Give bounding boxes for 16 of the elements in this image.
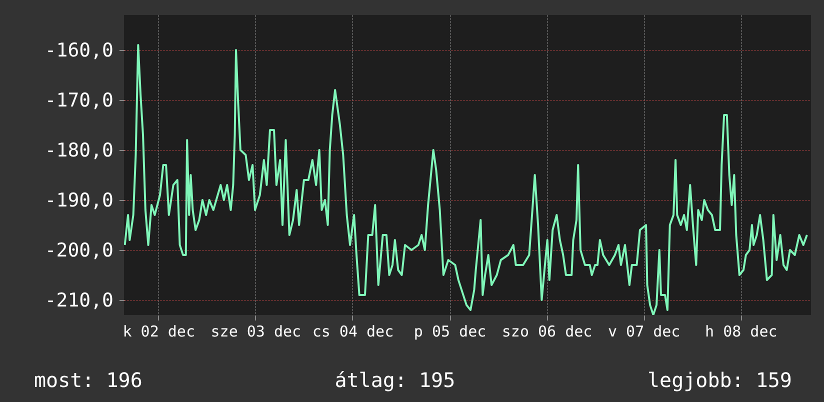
x-tick-label: h 08 dec: [705, 322, 778, 340]
y-tick-label: -210,0: [44, 290, 114, 312]
y-tick-label: -170,0: [44, 90, 114, 112]
y-tick-label: -180,0: [44, 140, 114, 162]
text: átlag: 195: [334, 368, 456, 392]
x-tick-label: cs 04 dec: [312, 322, 394, 340]
x-tick-label: szo 06 dec: [502, 322, 592, 340]
text: most: 196: [34, 368, 142, 392]
y-tick-label: -200,0: [44, 240, 114, 262]
y-tick-label: -160,0: [44, 40, 114, 62]
x-tick-label: v 07 dec: [608, 322, 680, 340]
x-tick-label: sze 03 dec: [210, 322, 302, 340]
y-tick-label: -190,0: [44, 190, 114, 212]
text: legjobb: 159: [647, 368, 792, 392]
x-tick-label: p 05 dec: [414, 322, 486, 340]
x-tick-label: k 02 dec: [122, 322, 195, 340]
